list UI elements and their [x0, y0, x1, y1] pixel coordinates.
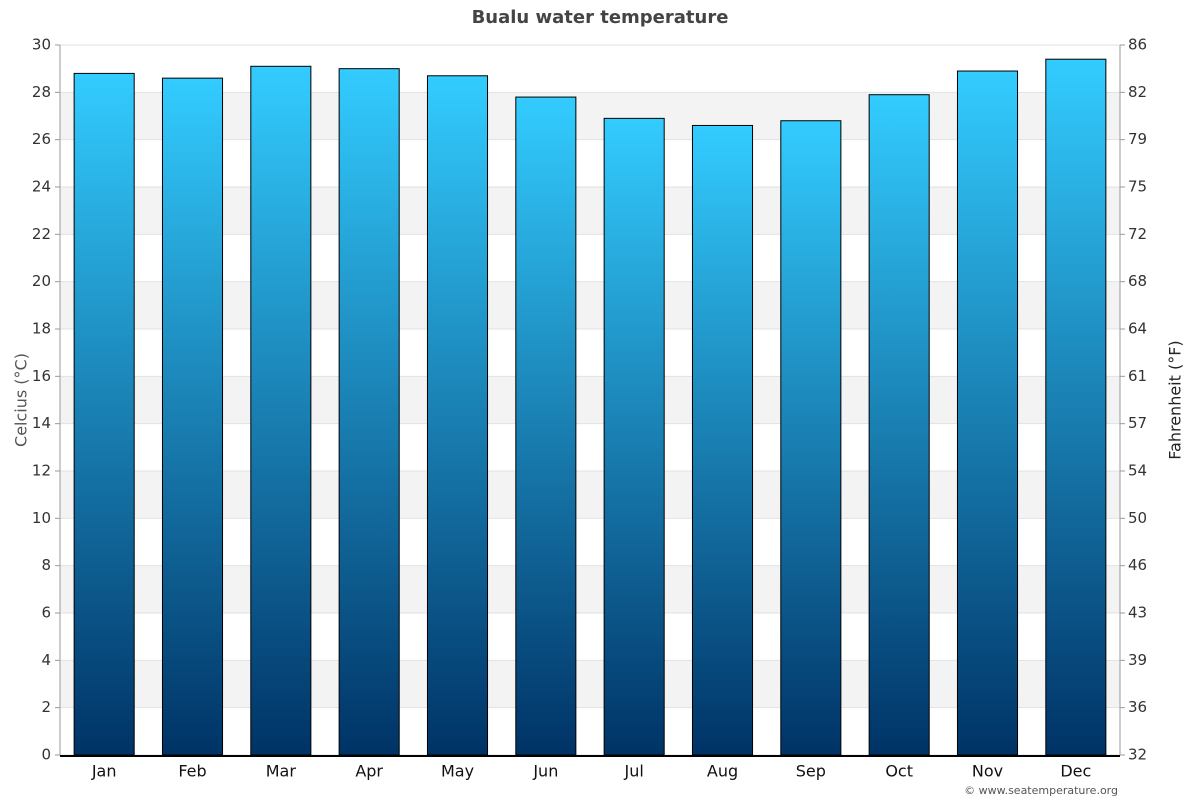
x-tick-label: Oct [885, 762, 913, 781]
bar [603, 117, 665, 756]
x-tick-label: Jan [91, 762, 117, 781]
x-tick-label: Mar [266, 762, 297, 781]
y2-tick-label: 36 [1128, 698, 1147, 716]
y-axis-label: Celcius (°C) [12, 353, 31, 447]
y-tick-label: 20 [32, 272, 51, 290]
y-tick-label: 8 [41, 556, 51, 574]
x-tick-label: May [441, 762, 474, 781]
y-tick-label: 12 [32, 462, 51, 480]
y-tick-label: 0 [41, 746, 51, 764]
y2-tick-label: 72 [1128, 225, 1147, 243]
y2-tick-label: 39 [1128, 651, 1147, 669]
bar [73, 72, 135, 756]
grid-band [60, 565, 1120, 613]
y-tick-label: 26 [32, 130, 51, 148]
y-tick-label: 14 [32, 414, 51, 432]
y2-tick-label: 57 [1128, 414, 1147, 432]
bar [956, 70, 1019, 756]
y-tick-label: 10 [32, 509, 51, 527]
y2-tick-label: 86 [1128, 36, 1147, 54]
bar [515, 96, 577, 756]
grid-band [60, 376, 1120, 424]
bar [1045, 58, 1107, 756]
y-tick-label: 30 [32, 36, 51, 54]
bar [691, 124, 754, 756]
grid-band [60, 92, 1120, 140]
bar [161, 77, 224, 756]
bar [426, 75, 489, 756]
y2-tick-label: 68 [1128, 272, 1147, 290]
y-tick-label: 6 [41, 604, 51, 622]
y2-tick-label: 46 [1128, 556, 1147, 574]
y2-tick-label: 32 [1128, 746, 1147, 764]
bar [250, 65, 312, 756]
y2-tick-label: 64 [1128, 320, 1147, 338]
x-tick-label: Nov [972, 762, 1003, 781]
bar [338, 68, 400, 756]
y2-axis-label: Fahrenheit (°F) [1166, 340, 1185, 459]
x-tick-label: Jun [532, 762, 558, 781]
y2-tick-label: 82 [1128, 83, 1147, 101]
x-tick-label: Dec [1060, 762, 1091, 781]
y2-tick-label: 54 [1128, 462, 1147, 480]
bar [868, 94, 930, 756]
y-tick-label: 28 [32, 83, 51, 101]
x-tick-label: Sep [796, 762, 826, 781]
credit: © www.seatemperature.org [964, 784, 1118, 797]
y2-tick-label: 75 [1128, 178, 1147, 196]
x-tick-label: Aug [707, 762, 738, 781]
x-tick-label: Feb [178, 762, 206, 781]
y2-tick-label: 50 [1128, 509, 1147, 527]
grid-band [60, 281, 1120, 329]
y2-tick-label: 43 [1128, 604, 1147, 622]
y2-tick-label: 79 [1128, 130, 1147, 148]
grid-band [60, 471, 1120, 519]
y2-tick-label: 61 [1128, 367, 1147, 385]
y-tick-label: 18 [32, 320, 51, 338]
y-tick-label: 24 [32, 178, 51, 196]
grid-band [60, 187, 1120, 235]
y-tick-label: 4 [41, 651, 51, 669]
y-tick-label: 16 [32, 367, 51, 385]
x-tick-label: Jul [624, 762, 644, 781]
grid-band [60, 660, 1120, 708]
chart-title: Bualu water temperature [472, 7, 729, 28]
x-tick-label: Apr [355, 762, 383, 781]
y-tick-label: 2 [41, 698, 51, 716]
bar [780, 120, 842, 756]
y-tick-label: 22 [32, 225, 51, 243]
